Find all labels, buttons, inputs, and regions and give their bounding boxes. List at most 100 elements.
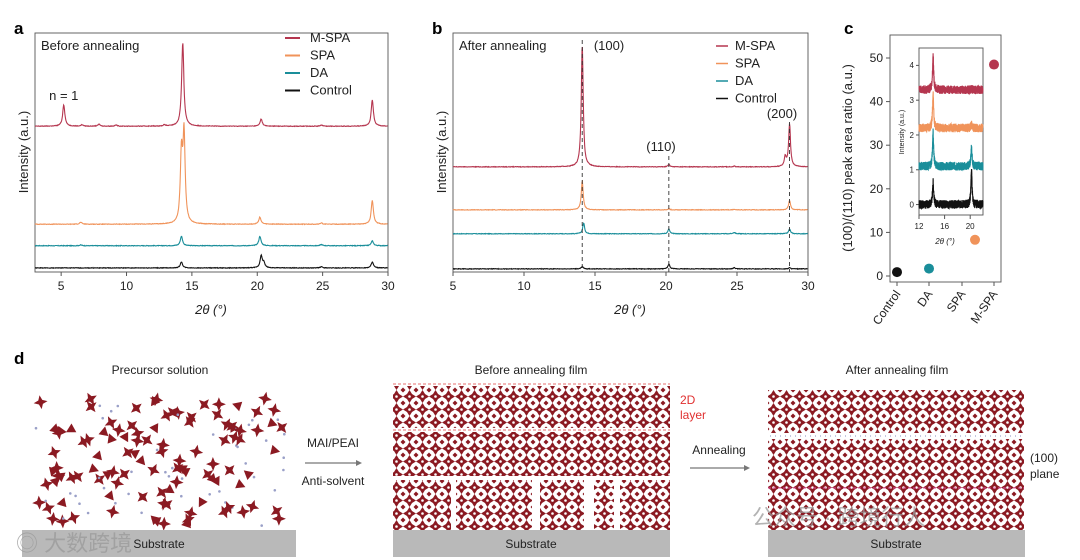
- n1-annotation: n = 1: [49, 88, 78, 103]
- octahedron-particle: [218, 434, 231, 447]
- x-tick-label: 15: [185, 279, 199, 293]
- octahedron-particle: [141, 434, 153, 446]
- octahedron-particle: [157, 516, 171, 531]
- octahedron-particle: [224, 465, 235, 476]
- octahedron-particle: [47, 446, 61, 460]
- y-tick-label: 20: [870, 182, 884, 196]
- y-tick-label: 4: [910, 61, 915, 70]
- plot-frame: [452, 32, 809, 273]
- y-tick-label: 0: [876, 269, 883, 283]
- y-tick-label: 50: [870, 51, 884, 65]
- series-line-control: [35, 253, 388, 270]
- x-tick-label: 30: [801, 279, 815, 293]
- x-tick-label: Control: [870, 288, 904, 328]
- cation-dot: [251, 418, 254, 422]
- cation-dot: [247, 423, 251, 427]
- series-line-spa: [918, 91, 984, 134]
- cation-dot: [283, 432, 286, 436]
- octahedron-particle: [160, 409, 173, 422]
- octahedron-particle: [130, 402, 142, 414]
- cation-dot: [102, 486, 106, 490]
- octahedron-particle: [104, 416, 118, 429]
- x-tick-label: 16: [940, 222, 949, 231]
- precursor-fragment: [88, 463, 99, 473]
- octahedron-particle: [149, 392, 164, 407]
- cation-dot: [252, 475, 256, 479]
- chart-b-after-annealing: 5 10 15 20 25 30 After annealing Intensity (a.u…: [434, 32, 815, 317]
- substrate-label: Substrate: [505, 537, 557, 551]
- cation-dot: [218, 490, 221, 493]
- cation-dot: [276, 418, 280, 422]
- x-tick-label: 20: [659, 279, 673, 293]
- 3d-grain: [620, 480, 670, 530]
- cation-dot: [164, 470, 167, 474]
- precursor-fragment: [270, 444, 281, 455]
- substrate-label: Substrate: [870, 537, 922, 551]
- cation-dot: [167, 475, 171, 478]
- legend-label: DA: [735, 73, 753, 88]
- y-axis-label: (100)/(110) peak area ratio (a.u.): [840, 64, 855, 252]
- cation-dot: [176, 413, 180, 417]
- series-line-control: [452, 263, 808, 271]
- x-tick-label: DA: [914, 288, 935, 310]
- octahedron-particle: [156, 486, 168, 498]
- precursor-fragment: [180, 468, 191, 478]
- cation-dot: [140, 511, 143, 515]
- plot-frame: [889, 34, 1002, 283]
- octahedron-particle: [172, 453, 187, 468]
- substrate-label: Substrate: [133, 537, 185, 551]
- 3d-lattice-upper: [393, 432, 670, 476]
- octahedron-particle: [93, 473, 106, 485]
- series-line-da: [34, 235, 389, 247]
- step1-label: MAI/PEAI: [307, 436, 359, 450]
- precursor-fragment: [102, 470, 113, 481]
- octahedron-particle: [155, 444, 169, 459]
- cation-dot: [98, 404, 102, 408]
- cation-dot: [244, 462, 247, 465]
- precursor-fragment: [104, 490, 114, 501]
- octahedron-particle: [111, 423, 126, 437]
- octahedron-particle: [258, 391, 272, 406]
- x-tick-label: 25: [730, 279, 744, 293]
- legend-label: SPA: [310, 48, 335, 63]
- octahedron-particle: [126, 420, 138, 431]
- watermark: 公众号 · 跨境行人: [752, 505, 926, 530]
- step2-label: Annealing: [692, 443, 745, 457]
- cation-dot: [114, 501, 117, 505]
- cation-dot: [130, 470, 133, 474]
- octahedron-particle: [72, 470, 84, 483]
- octahedron-particle: [236, 504, 251, 519]
- cation-dot: [74, 494, 77, 498]
- data-point-da: [924, 263, 934, 274]
- octahedron-particle: [32, 495, 47, 510]
- cation-dot: [208, 493, 211, 496]
- octahedron-particle: [105, 504, 120, 519]
- octahedron-particle: [39, 477, 54, 491]
- legend-label: Control: [735, 91, 777, 106]
- chart-a-before-annealing: 5 10 15 20 25 30 Before annealing Intensity (a.…: [16, 30, 395, 317]
- octahedron-particle: [49, 461, 64, 475]
- y-tick-label: 0: [910, 200, 915, 209]
- x-tick-label: M-SPA: [968, 288, 1001, 326]
- octahedron-particle: [130, 426, 145, 441]
- precursor-solution-particles: [32, 391, 288, 531]
- cation-dot: [61, 517, 65, 520]
- octahedron-particle: [220, 418, 234, 431]
- octahedron-particle: [211, 408, 224, 421]
- octahedron-particle: [222, 501, 236, 515]
- arrow-head-icon: [744, 465, 750, 471]
- y-tick-label: 2: [910, 131, 915, 140]
- substrate: [22, 530, 296, 557]
- series-line-control: [918, 168, 984, 210]
- plane-label: (100): [1030, 451, 1058, 465]
- x-tick-label: 5: [450, 279, 457, 293]
- octahedron-particle: [118, 468, 130, 480]
- octahedron-particle: [169, 475, 184, 490]
- cation-dot: [116, 404, 120, 408]
- precursor-fragment: [235, 479, 246, 489]
- cation-dot: [282, 456, 286, 460]
- step1-sublabel: Anti-solvent: [302, 474, 365, 488]
- x-tick-label: 25: [316, 279, 330, 293]
